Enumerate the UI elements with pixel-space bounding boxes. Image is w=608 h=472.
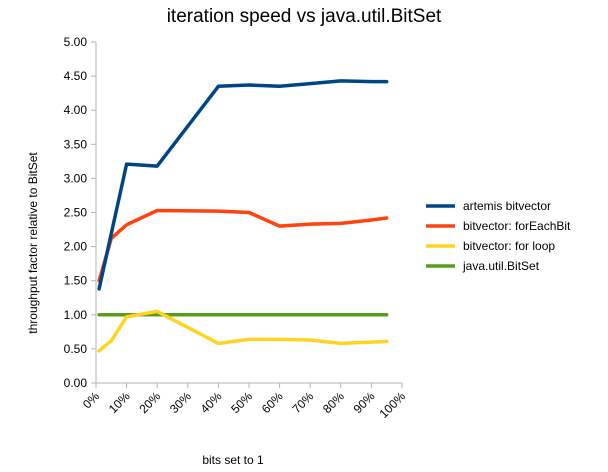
y-tick-label: 3.00 bbox=[64, 171, 88, 185]
x-tick-label: 100% bbox=[377, 389, 409, 421]
legend-label-bitvector-for-loop: bitvector: for loop bbox=[463, 239, 555, 253]
legend-label-bitvector-foreachbit: bitvector: forEachBit bbox=[463, 219, 571, 233]
chart-title: iteration speed vs java.util.BitSet bbox=[166, 6, 442, 27]
x-tick-label: 70% bbox=[289, 389, 316, 416]
x-tick-label: 60% bbox=[259, 389, 286, 416]
y-tick-label: 0.00 bbox=[64, 376, 88, 390]
y-tick-label: 4.00 bbox=[64, 103, 88, 117]
axes: 0.00 0.50 1.00 1.50 2.00 2.50 3.00 3.50 4.00 4.50… bbox=[64, 35, 409, 421]
legend-label-java-util-bitset: java.util.BitSet bbox=[462, 259, 540, 273]
y-tick-label: 1.50 bbox=[64, 274, 88, 288]
y-tick-label: 2.00 bbox=[64, 240, 88, 254]
y-tick-label: 3.50 bbox=[64, 137, 88, 151]
y-tick-label: 1.00 bbox=[64, 308, 88, 322]
x-tick-label: 40% bbox=[198, 389, 225, 416]
x-tick-label: 20% bbox=[136, 389, 163, 416]
legend: artemis bitvector bitvector: forEachBit bi… bbox=[426, 199, 571, 273]
x-tick-label: 90% bbox=[351, 389, 378, 416]
series-line-artemis-bitvector bbox=[97, 79, 389, 291]
x-tick-label: 80% bbox=[320, 389, 347, 416]
x-tick-label: 10% bbox=[106, 389, 133, 416]
series-line-bitvector-for-loop bbox=[97, 309, 389, 353]
x-tick-label: 0% bbox=[80, 389, 102, 411]
y-tick-label: 5.00 bbox=[64, 35, 88, 49]
x-tick-label: 30% bbox=[167, 389, 194, 416]
x-axis-label: bits set to 1 bbox=[202, 453, 264, 467]
legend-label-artemis-bitvector: artemis bitvector bbox=[463, 199, 551, 213]
plot-area bbox=[97, 79, 389, 353]
y-axis-label: throughput factor relative to BitSet bbox=[26, 152, 40, 334]
series-line-bitvector-foreachbit bbox=[97, 208, 389, 283]
y-tick-label: 0.50 bbox=[64, 342, 88, 356]
y-tick-label: 4.50 bbox=[64, 69, 88, 83]
y-tick-label: 2.50 bbox=[64, 206, 88, 220]
x-tick-label: 50% bbox=[228, 389, 255, 416]
